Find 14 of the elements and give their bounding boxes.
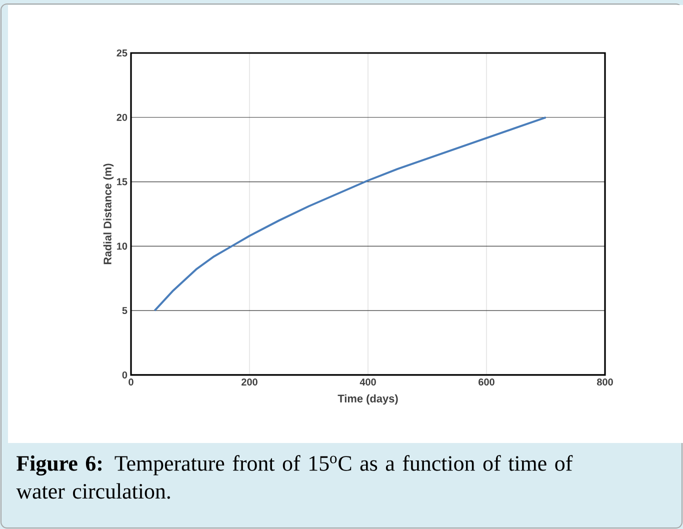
y-tick-label: 0: [122, 371, 128, 379]
x-tick-label: 400: [360, 378, 376, 386]
y-tick-label: 10: [117, 242, 128, 250]
y-tick-label: 15: [117, 178, 128, 186]
y-tick-label: 25: [116, 49, 128, 57]
y-axis-title: Radial Distance (m): [103, 164, 114, 264]
x-tick-label: 600: [478, 378, 494, 386]
text: Figure 6: Temperature front of 15$^{o}$C as a function of time of water circulation.: [16, 455, 573, 499]
x-axis-title: Time (days): [338, 394, 398, 405]
x-tick-label: 800: [597, 378, 613, 386]
y-tick-label: 5: [122, 307, 128, 314]
x-tick-label: 0: [128, 378, 134, 386]
x-tick-label: 200: [242, 378, 258, 386]
y-tick-label: 20: [116, 114, 128, 121]
